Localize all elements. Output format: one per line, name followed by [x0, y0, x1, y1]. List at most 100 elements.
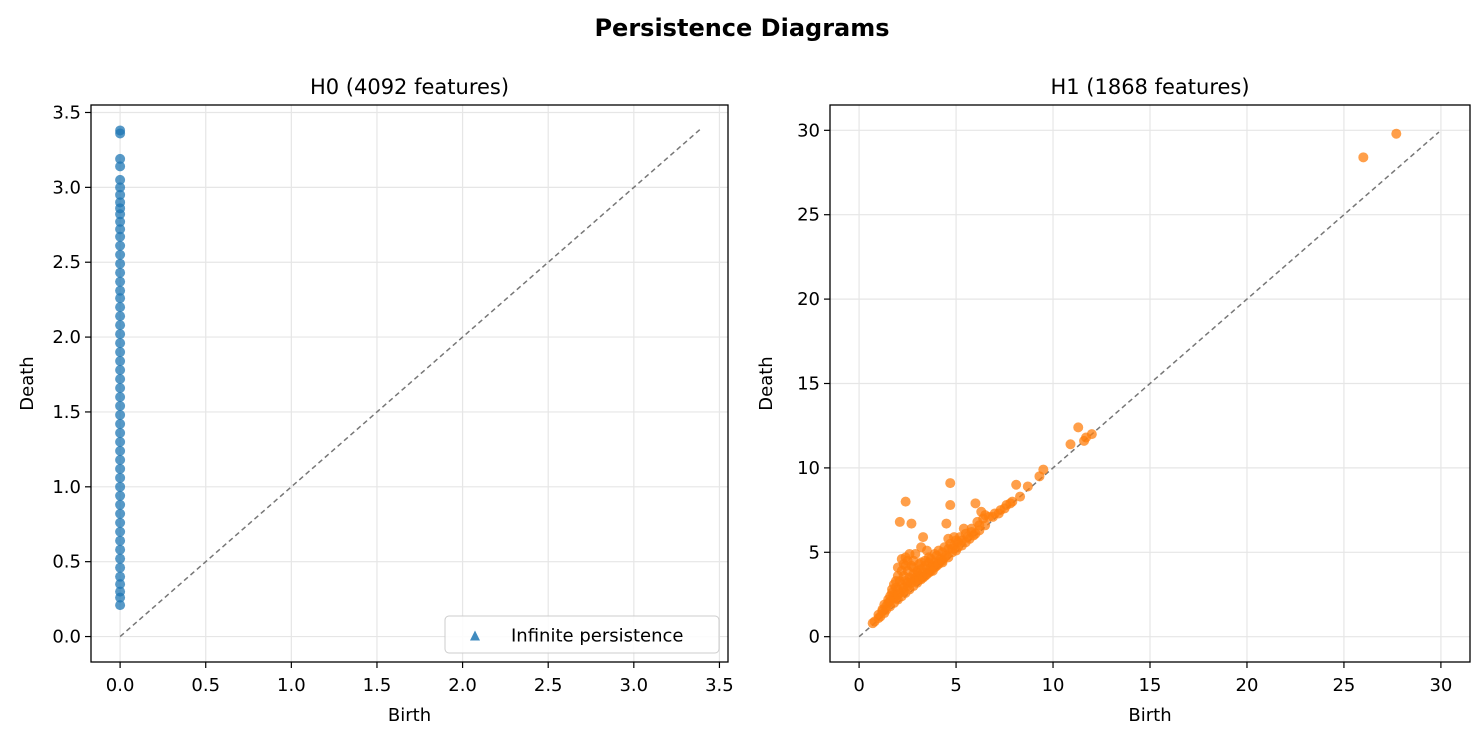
data-point: [115, 490, 126, 501]
data-point: [115, 481, 126, 492]
data-point: [115, 320, 126, 331]
data-point: [1065, 439, 1076, 450]
x-tick-label: 0.5: [191, 675, 220, 696]
data-point: [115, 499, 126, 510]
data-point: [1079, 435, 1090, 446]
data-point: [115, 174, 126, 185]
x-tick-label: 2.0: [448, 675, 477, 696]
data-point: [115, 445, 126, 456]
data-point: [115, 161, 126, 172]
x-tick-label: 20: [1236, 675, 1259, 696]
data-point: [115, 182, 126, 193]
data-point: [1391, 128, 1402, 139]
data-point: [941, 518, 952, 529]
y-tick-label: 20: [797, 289, 820, 310]
data-point: [115, 535, 126, 546]
data-point: [966, 523, 977, 534]
data-point: [115, 400, 126, 411]
data-point: [115, 427, 126, 438]
data-point: [115, 418, 126, 429]
y-tick-label: 0: [809, 627, 820, 648]
data-point: [115, 347, 126, 358]
x-tick-label: 0.0: [106, 675, 135, 696]
data-point: [894, 516, 905, 527]
figure-title: Persistence Diagrams: [594, 14, 889, 42]
y-axis-label: Death: [17, 356, 38, 410]
y-tick-label: 3.5: [52, 102, 81, 123]
data-point: [1005, 498, 1016, 509]
y-tick-label: 0.5: [52, 552, 81, 573]
series-points: [115, 125, 126, 611]
data-point: [115, 249, 126, 260]
data-point: [1022, 481, 1033, 492]
y-tick-label: 1.0: [52, 477, 81, 498]
axes-frame: [829, 104, 1471, 663]
y-tick-label: 10: [797, 458, 820, 479]
data-point: [115, 382, 126, 393]
y-tick-label: 5: [809, 542, 820, 563]
data-point: [115, 216, 126, 227]
x-tick-label: 3.5: [705, 675, 734, 696]
data-point: [115, 356, 126, 367]
data-point: [916, 542, 927, 553]
x-tick-label: 0: [853, 675, 864, 696]
x-axis-label: Birth: [388, 705, 431, 726]
data-point: [115, 302, 126, 313]
x-tick-label: 15: [1139, 675, 1162, 696]
data-point: [1015, 491, 1026, 502]
data-point: [945, 478, 956, 489]
data-point: [1358, 152, 1369, 163]
grid: [830, 105, 1470, 662]
data-point: [1011, 479, 1022, 490]
data-point: [115, 311, 126, 322]
data-point: [115, 293, 126, 304]
axes-frame: [90, 104, 729, 663]
data-point: [115, 231, 126, 242]
data-point: [115, 374, 126, 385]
data-point: [115, 267, 126, 278]
y-tick-label: 2.5: [52, 252, 81, 273]
x-tick-label: 30: [1429, 675, 1452, 696]
data-point: [115, 189, 126, 200]
x-tick-label: 10: [1042, 675, 1065, 696]
data-point: [947, 543, 958, 554]
data-point: [900, 496, 911, 507]
data-point: [115, 526, 126, 537]
y-tick-label: 0.0: [52, 627, 81, 648]
data-point: [1073, 422, 1084, 433]
y-tick-label: 25: [797, 205, 820, 226]
data-point: [115, 285, 126, 296]
data-point: [115, 240, 126, 251]
data-point: [115, 517, 126, 528]
data-point: [906, 518, 917, 529]
data-point: [115, 463, 126, 474]
legend-marker-triangle: [470, 630, 480, 641]
diagonal-line: [119, 128, 702, 638]
data-point: [115, 562, 126, 573]
data-point: [115, 391, 126, 402]
grid: [91, 105, 728, 662]
data-point: [1034, 471, 1045, 482]
legend-box: [444, 615, 720, 654]
panel-title: H1 (1868 features): [1050, 75, 1249, 99]
data-point: [115, 454, 126, 465]
data-point: [115, 338, 126, 349]
data-point: [978, 513, 989, 524]
x-tick-label: 3.0: [619, 675, 648, 696]
x-tick-label: 1.0: [277, 675, 306, 696]
data-point: [115, 592, 126, 603]
data-point: [115, 224, 126, 235]
data-point: [115, 571, 126, 582]
data-point: [115, 258, 126, 269]
legend-label: Infinite persistence: [511, 626, 684, 647]
x-axis-label: Birth: [1128, 705, 1171, 726]
data-point: [115, 553, 126, 564]
series-points: [867, 128, 1402, 629]
data-point: [970, 498, 981, 509]
data-point: [115, 276, 126, 287]
data-point: [115, 128, 126, 139]
data-point: [115, 329, 126, 340]
data-point: [941, 550, 952, 561]
data-point: [115, 409, 126, 420]
